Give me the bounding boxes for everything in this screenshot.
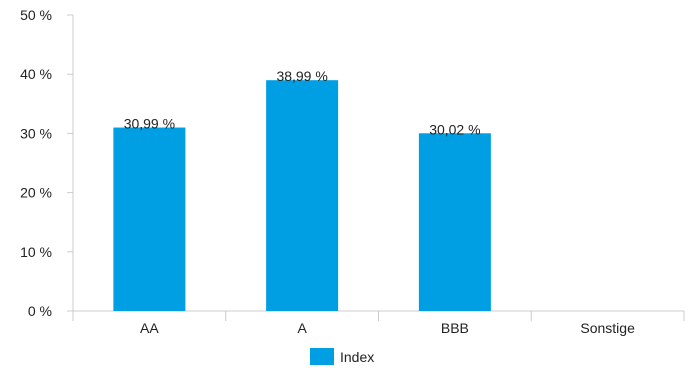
data-labels: 30,99 % 38,99 % 30,02 % xyxy=(124,68,481,137)
legend-label: Index xyxy=(340,349,374,365)
x-axis: AA A BBB Sonstige xyxy=(72,310,685,336)
bar-bbb xyxy=(418,133,491,311)
bar-a xyxy=(266,80,339,311)
y-tick-label: 0 % xyxy=(28,303,52,319)
x-tick-label: Sonstige xyxy=(580,320,635,336)
x-tick-label: AA xyxy=(140,320,159,336)
y-tick-label: 50 % xyxy=(20,7,52,23)
y-tick-label: 40 % xyxy=(20,66,52,82)
y-axis: 0 % 10 % 20 % 30 % 40 % 50 % xyxy=(20,7,74,319)
legend-swatch xyxy=(310,348,334,365)
y-tick-label: 10 % xyxy=(20,244,52,260)
bar-aa xyxy=(113,127,186,311)
data-label: 30,02 % xyxy=(429,121,480,137)
y-tick-label: 30 % xyxy=(20,125,52,141)
legend: Index xyxy=(310,348,374,365)
x-tick-label: BBB xyxy=(441,320,469,336)
x-tick-label: A xyxy=(297,320,307,336)
y-tick-label: 20 % xyxy=(20,185,52,201)
data-label: 30,99 % xyxy=(124,116,175,132)
bars xyxy=(113,80,491,311)
data-label: 38,99 % xyxy=(276,68,327,84)
